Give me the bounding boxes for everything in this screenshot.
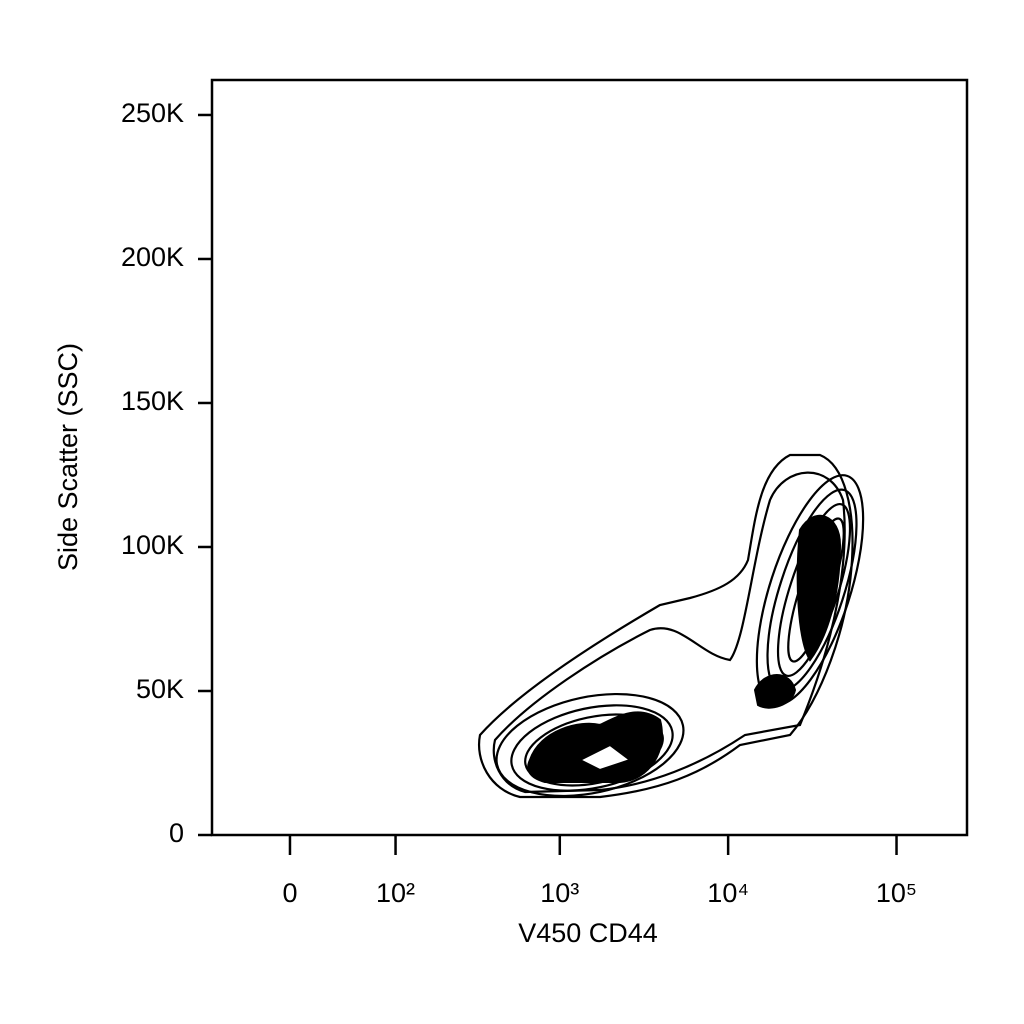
y-tick-label: 50K xyxy=(136,674,184,704)
plot-frame xyxy=(210,78,969,837)
x-tick-label: 10⁵ xyxy=(876,878,917,908)
x-tick-label: 10³ xyxy=(540,878,579,908)
y-tick-label: 100K xyxy=(121,530,184,560)
y-tick-label: 250K xyxy=(121,98,184,128)
contour xyxy=(495,692,685,798)
contour xyxy=(510,704,674,792)
x-tick-label: 10⁴ xyxy=(707,878,749,908)
contour xyxy=(776,502,852,678)
contour xyxy=(492,471,846,794)
contour xyxy=(477,453,854,799)
y-axis-label: Side Scatter (SSC) xyxy=(53,343,83,571)
y-tick-label: 0 xyxy=(169,818,184,848)
density-core xyxy=(796,514,842,662)
density-core xyxy=(527,711,663,783)
y-tick-label: 200K xyxy=(121,242,184,272)
density-core xyxy=(753,674,797,709)
x-tick-label: 0 xyxy=(282,878,297,908)
x-axis-label: V450 CD44 xyxy=(518,918,658,948)
contours xyxy=(477,453,865,799)
y-tick-label: 150K xyxy=(121,386,184,416)
x-tick-label: 10² xyxy=(376,878,415,908)
